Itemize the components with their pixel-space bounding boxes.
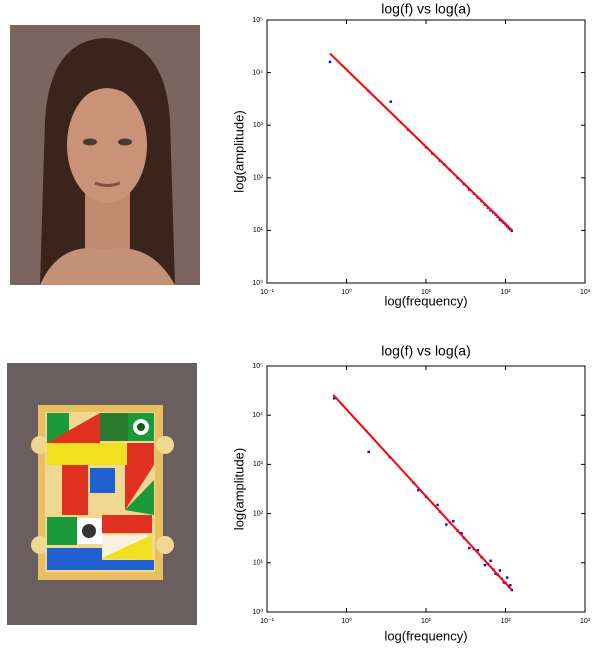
- data-point: [460, 531, 463, 535]
- data-point: [476, 549, 480, 552]
- y-tick-label: 10⁰: [252, 608, 263, 616]
- y-tick-label: 10²: [253, 510, 264, 517]
- y-tick-label: 10³: [253, 122, 264, 129]
- data-point: [452, 520, 455, 523]
- data-point: [436, 503, 439, 507]
- data-point: [332, 397, 336, 400]
- chart-title: log(f) vs log(a): [381, 1, 470, 17]
- x-tick-label: 10⁰: [341, 288, 352, 296]
- x-tick-label: 10³: [580, 618, 591, 625]
- y-tick-label: 10¹: [253, 227, 264, 234]
- y-axis-label: log(amplitude): [231, 110, 246, 192]
- data-point: [445, 523, 448, 526]
- x-tick-label: 10¹: [421, 289, 432, 296]
- y-tick-label: 10⁵: [252, 363, 263, 370]
- y-tick-label: 10⁵: [252, 17, 263, 24]
- y-axis-label: log(amplitude): [231, 448, 246, 530]
- data-point: [468, 546, 471, 550]
- plot-frame: [266, 365, 586, 613]
- data-point: [328, 60, 332, 64]
- plot-frame: [266, 19, 586, 284]
- data-point: [509, 584, 512, 587]
- data-point: [367, 450, 370, 454]
- y-tick-label: 10⁴: [252, 412, 263, 419]
- x-tick-label: 10³: [580, 289, 591, 296]
- data-point: [417, 488, 420, 492]
- x-tick-label: 10⁰: [341, 617, 352, 625]
- x-axis-label: log(frequency): [384, 293, 467, 308]
- x-axis-label: log(frequency): [384, 628, 467, 643]
- y-tick-label: 10¹: [253, 560, 264, 567]
- data-point: [389, 100, 392, 103]
- y-tick-label: 10²: [253, 175, 264, 182]
- data-point: [489, 559, 492, 562]
- blocks-photo: [7, 363, 197, 625]
- data-point: [498, 569, 502, 572]
- x-tick-label: 10⁻¹: [260, 289, 274, 296]
- x-tick-label: 10¹: [421, 618, 432, 625]
- x-tick-label: 10⁻¹: [260, 618, 274, 625]
- face-photo: [10, 25, 200, 285]
- y-tick-label: 10³: [253, 461, 264, 468]
- x-tick-label: 10²: [500, 618, 511, 625]
- fit-line: [329, 52, 514, 232]
- chart-title: log(f) vs log(a): [381, 343, 470, 359]
- data-point: [505, 576, 509, 579]
- fit-line: [332, 394, 513, 591]
- y-tick-label: 10⁰: [252, 279, 263, 287]
- x-tick-label: 10²: [500, 289, 511, 296]
- y-tick-label: 10⁴: [252, 69, 263, 76]
- data-point: [483, 563, 487, 567]
